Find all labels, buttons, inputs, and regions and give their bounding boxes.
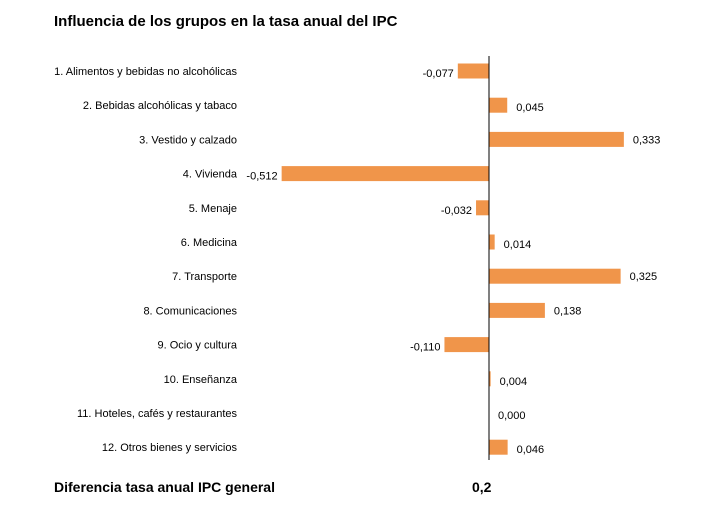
bar (489, 97, 508, 113)
bar (444, 337, 489, 353)
bar (489, 268, 621, 284)
value-label: 0,325 (630, 271, 658, 283)
category-label: 4. Vivienda (183, 169, 238, 181)
value-label: 0,138 (554, 305, 582, 317)
bar (489, 302, 545, 318)
category-label: 6. Medicina (181, 237, 238, 249)
value-label: 0,045 (516, 102, 544, 114)
value-label: 0,000 (498, 410, 526, 422)
category-label: 2. Bebidas alcohólicas y tabaco (83, 100, 237, 112)
value-label: -0,512 (246, 171, 277, 183)
category-label: 10. Enseñanza (164, 374, 238, 386)
bar (457, 63, 489, 79)
bar (489, 371, 491, 387)
ipc-difference-value: 0,2 (472, 479, 492, 495)
value-label: 0,333 (633, 134, 661, 146)
bar-chart: 1. Alimentos y bebidas no alcohólicas -0,… (54, 56, 661, 460)
category-label: 8. Comunicaciones (143, 305, 237, 317)
category-label: 7. Transporte (172, 271, 237, 283)
category-label: 12. Otros bienes y servicios (102, 442, 238, 454)
value-label: 0,014 (504, 239, 532, 251)
bar (489, 234, 495, 250)
category-label: 11. Hoteles, cafés y restaurantes (77, 408, 237, 420)
value-label: 0,046 (517, 444, 545, 456)
category-label: 9. Ocio y cultura (158, 340, 238, 352)
bar (489, 439, 508, 455)
value-label: 0,004 (500, 376, 528, 388)
category-label: 3. Vestido y calzado (139, 134, 237, 146)
value-label: -0,032 (441, 205, 472, 217)
bar (476, 200, 489, 216)
bar (489, 131, 624, 147)
chart-title: Influencia de los grupos en la tasa anua… (54, 13, 398, 30)
category-label: 5. Menaje (189, 203, 237, 215)
category-label: 1. Alimentos y bebidas no alcohólicas (54, 66, 237, 78)
ipc-difference-label: Diferencia tasa anual IPC general (54, 479, 275, 495)
bar (281, 166, 489, 182)
value-label: -0,110 (410, 342, 440, 354)
value-label: -0,077 (423, 68, 454, 80)
